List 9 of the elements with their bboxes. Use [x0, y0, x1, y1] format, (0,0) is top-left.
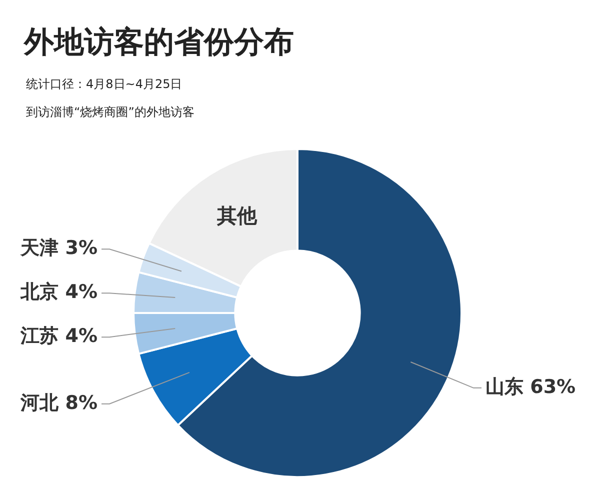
- slice-label: 山东 63%: [486, 376, 576, 398]
- slice-label: 北京 4%: [20, 281, 98, 304]
- slice-label: 其他: [216, 204, 258, 228]
- slice-label: 河北 8%: [20, 392, 98, 414]
- slice-label: 江苏 4%: [20, 325, 98, 348]
- text: 到访淄博“烧烤商圈”的外地访客: [26, 104, 194, 121]
- chart-title: 外地访客的省份分布: [24, 24, 294, 62]
- chart-subtitle: 统计口径：4月8日~4月25日: [26, 76, 182, 93]
- slice-label: 天津 3%: [20, 237, 98, 260]
